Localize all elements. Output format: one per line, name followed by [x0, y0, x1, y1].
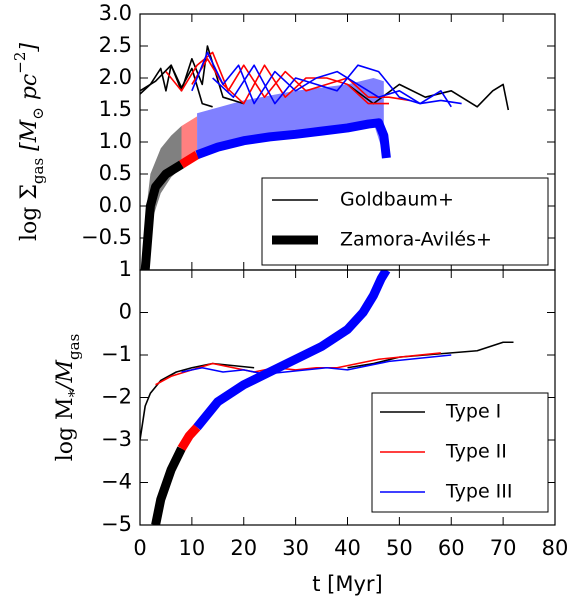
y-axis-label-part: [M	[17, 119, 42, 158]
sim-line	[212, 64, 452, 108]
y-axis-label: log M*/Mgas	[53, 334, 83, 462]
y-tick-label: −1	[101, 342, 132, 366]
y-tick-label: 1	[119, 257, 132, 281]
sim-line	[140, 362, 255, 441]
x-tick-label: 60	[438, 536, 465, 560]
y-axis-label-part: pc	[17, 74, 42, 107]
sim-line	[347, 341, 514, 369]
x-tick-label: 0	[133, 536, 146, 560]
y-tick-label: 0	[119, 300, 132, 324]
x-tick-label: 20	[230, 536, 257, 560]
x-tick-label: 30	[282, 536, 309, 560]
plot-area	[140, 45, 510, 270]
x-tick-label: 50	[386, 536, 413, 560]
y-axis-label-part: ⊙	[29, 107, 47, 120]
y-axis-label: log Σgas [M⊙ pc−2]	[11, 43, 47, 241]
y-tick-label: −4	[101, 470, 132, 494]
sim-line	[140, 45, 244, 105]
y-tick-label: −5	[101, 512, 132, 536]
plot-area	[140, 270, 514, 525]
y-tick-label: 1.0	[99, 129, 132, 153]
x-tick-label: 80	[542, 536, 569, 560]
y-axis-label-part: −2	[11, 52, 29, 74]
legend-label: Zamora-Avilés+	[340, 229, 492, 251]
y-tick-label: −3	[101, 427, 132, 451]
y-tick-label: 0.0	[99, 193, 132, 217]
x-tick-label: 10	[179, 536, 206, 560]
legend-label: Goldbaum+	[340, 189, 454, 211]
model-line	[177, 424, 201, 451]
model-line	[179, 150, 200, 169]
sim-line	[165, 51, 410, 102]
y-axis-label-part: log Σ	[17, 184, 42, 241]
legend-label: Type I	[445, 401, 501, 423]
y-axis-label-part: ]	[17, 43, 42, 53]
y-tick-label: 0.5	[99, 161, 132, 185]
y-axis-label-part: /M	[53, 359, 78, 391]
sim-line	[191, 58, 389, 105]
y-tick-label: 2.5	[99, 33, 132, 57]
y-tick-label: −2	[101, 385, 132, 409]
y-tick-label: 1.5	[99, 97, 132, 121]
y-tick-label: −0.5	[81, 225, 132, 249]
sim-line	[181, 354, 452, 375]
y-tick-label: 3.0	[99, 1, 132, 25]
y-tick-label: 2.0	[99, 65, 132, 89]
legend-label: Type II	[445, 441, 507, 463]
y-axis-label-part: *	[65, 389, 83, 397]
sim-line	[140, 64, 213, 108]
model-line	[193, 270, 391, 431]
x-tick-label: 70	[490, 536, 517, 560]
legend-box	[261, 177, 549, 266]
x-axis-label: t [Myr]	[312, 572, 382, 596]
sim-line	[191, 51, 462, 105]
model-line	[140, 160, 184, 270]
range-band	[145, 126, 182, 270]
x-tick-label: 40	[334, 536, 361, 560]
y-axis-label-part: gas	[65, 334, 83, 360]
y-axis-label-part: log M	[53, 397, 78, 461]
model-line	[151, 446, 186, 525]
legend-label: Type III	[445, 481, 513, 503]
y-axis-label-part: gas	[29, 158, 47, 184]
model-line	[195, 118, 391, 160]
